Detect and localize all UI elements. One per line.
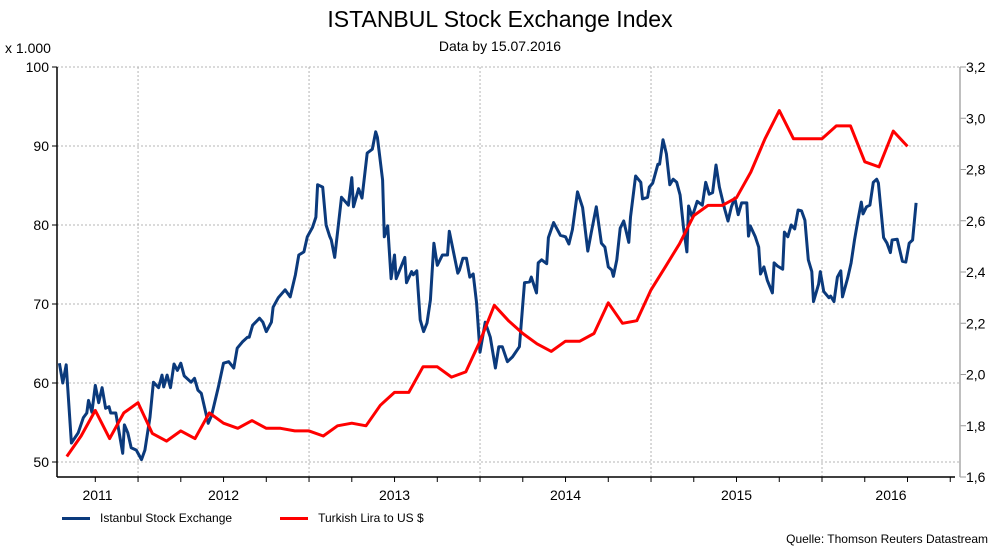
legend-label: Istanbul Stock Exchange — [100, 511, 233, 525]
x-tick-label: 2013 — [379, 487, 410, 503]
x-tick-label: 2016 — [875, 487, 906, 503]
y-right-tick-label: 1,6 — [966, 469, 986, 485]
chart-subtitle: Data by 15.07.2016 — [438, 38, 562, 54]
source-note: Quelle: Thomson Reuters Datastream — [786, 532, 988, 546]
y-right-tick-label: 2,2 — [966, 315, 986, 331]
y-left-tick-label: 100 — [26, 59, 50, 75]
x-tick-label: 2015 — [721, 487, 752, 503]
legend-swatch-blue — [62, 516, 90, 520]
legend-label: Turkish Lira to US $ — [318, 511, 424, 525]
legend: Istanbul Stock Exchange Turkish Lira to … — [62, 511, 472, 525]
legend-swatch-red — [280, 516, 309, 520]
y-right-tick-label: 2,0 — [966, 367, 986, 383]
y-left-tick-label: 90 — [33, 138, 49, 154]
y-right-tick-label: 3,2 — [966, 59, 986, 75]
legend-item-lira: Turkish Lira to US $ — [280, 511, 424, 525]
x-tick-label: 2014 — [550, 487, 581, 503]
y-left-tick-label: 70 — [33, 296, 49, 312]
series-line-istanbul-stock-exchange — [57, 130, 918, 462]
x-tick-label: 2012 — [208, 487, 239, 503]
y-right-tick-label: 3,0 — [966, 110, 986, 126]
series-line-turkish-lira-usd — [65, 109, 909, 458]
legend-item-istanbul: Istanbul Stock Exchange — [62, 511, 232, 525]
y-right-tick-label: 2,8 — [966, 162, 986, 178]
x-tick-label: 2011 — [82, 487, 112, 503]
chart-title: ISTANBUL Stock Exchange Index — [327, 6, 673, 32]
y-right-tick-label: 2,4 — [966, 264, 986, 280]
y-left-tick-label: 80 — [33, 217, 49, 233]
y-left-unit-label: x 1.000 — [5, 40, 51, 56]
y-left-tick-label: 50 — [33, 454, 49, 470]
y-right-tick-label: 2,6 — [966, 213, 986, 229]
y-left-tick-label: 60 — [33, 375, 49, 391]
y-right-tick-label: 1,8 — [966, 418, 986, 434]
